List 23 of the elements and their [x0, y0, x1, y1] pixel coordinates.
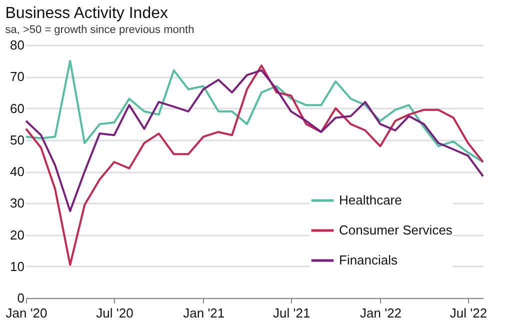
legend-label: Financials — [339, 252, 398, 268]
y-tick-label: 0 — [17, 290, 24, 306]
y-tick-label: 20 — [10, 227, 24, 242]
y-tick-label: 30 — [10, 196, 24, 211]
x-tick-label: Jul '22 — [450, 306, 488, 320]
chart-title: Business Activity Index — [5, 5, 168, 22]
legend-label: Healthcare — [339, 192, 402, 208]
x-tick-label: Jan '21 — [183, 306, 225, 320]
y-tick-label: 60 — [10, 100, 24, 116]
y-tick-label: 80 — [10, 38, 24, 52]
x-tick-label: Jan '22 — [360, 306, 402, 320]
line-series — [25, 69, 484, 212]
line-series — [25, 60, 484, 164]
y-tick-label: 40 — [10, 164, 24, 179]
y-tick-label: 70 — [10, 69, 24, 84]
x-tick-label: Jul '20 — [96, 306, 134, 320]
x-tick-label: Jan '20 — [6, 306, 48, 320]
y-tick-label: 50 — [10, 132, 24, 148]
legend-label: Consumer Services — [339, 222, 453, 238]
chart-subtitle: sa, >50 = growth since previous month — [5, 24, 194, 36]
y-tick-label: 10 — [10, 258, 24, 274]
line-series — [25, 64, 484, 266]
x-tick-label: Jul '21 — [273, 306, 310, 320]
